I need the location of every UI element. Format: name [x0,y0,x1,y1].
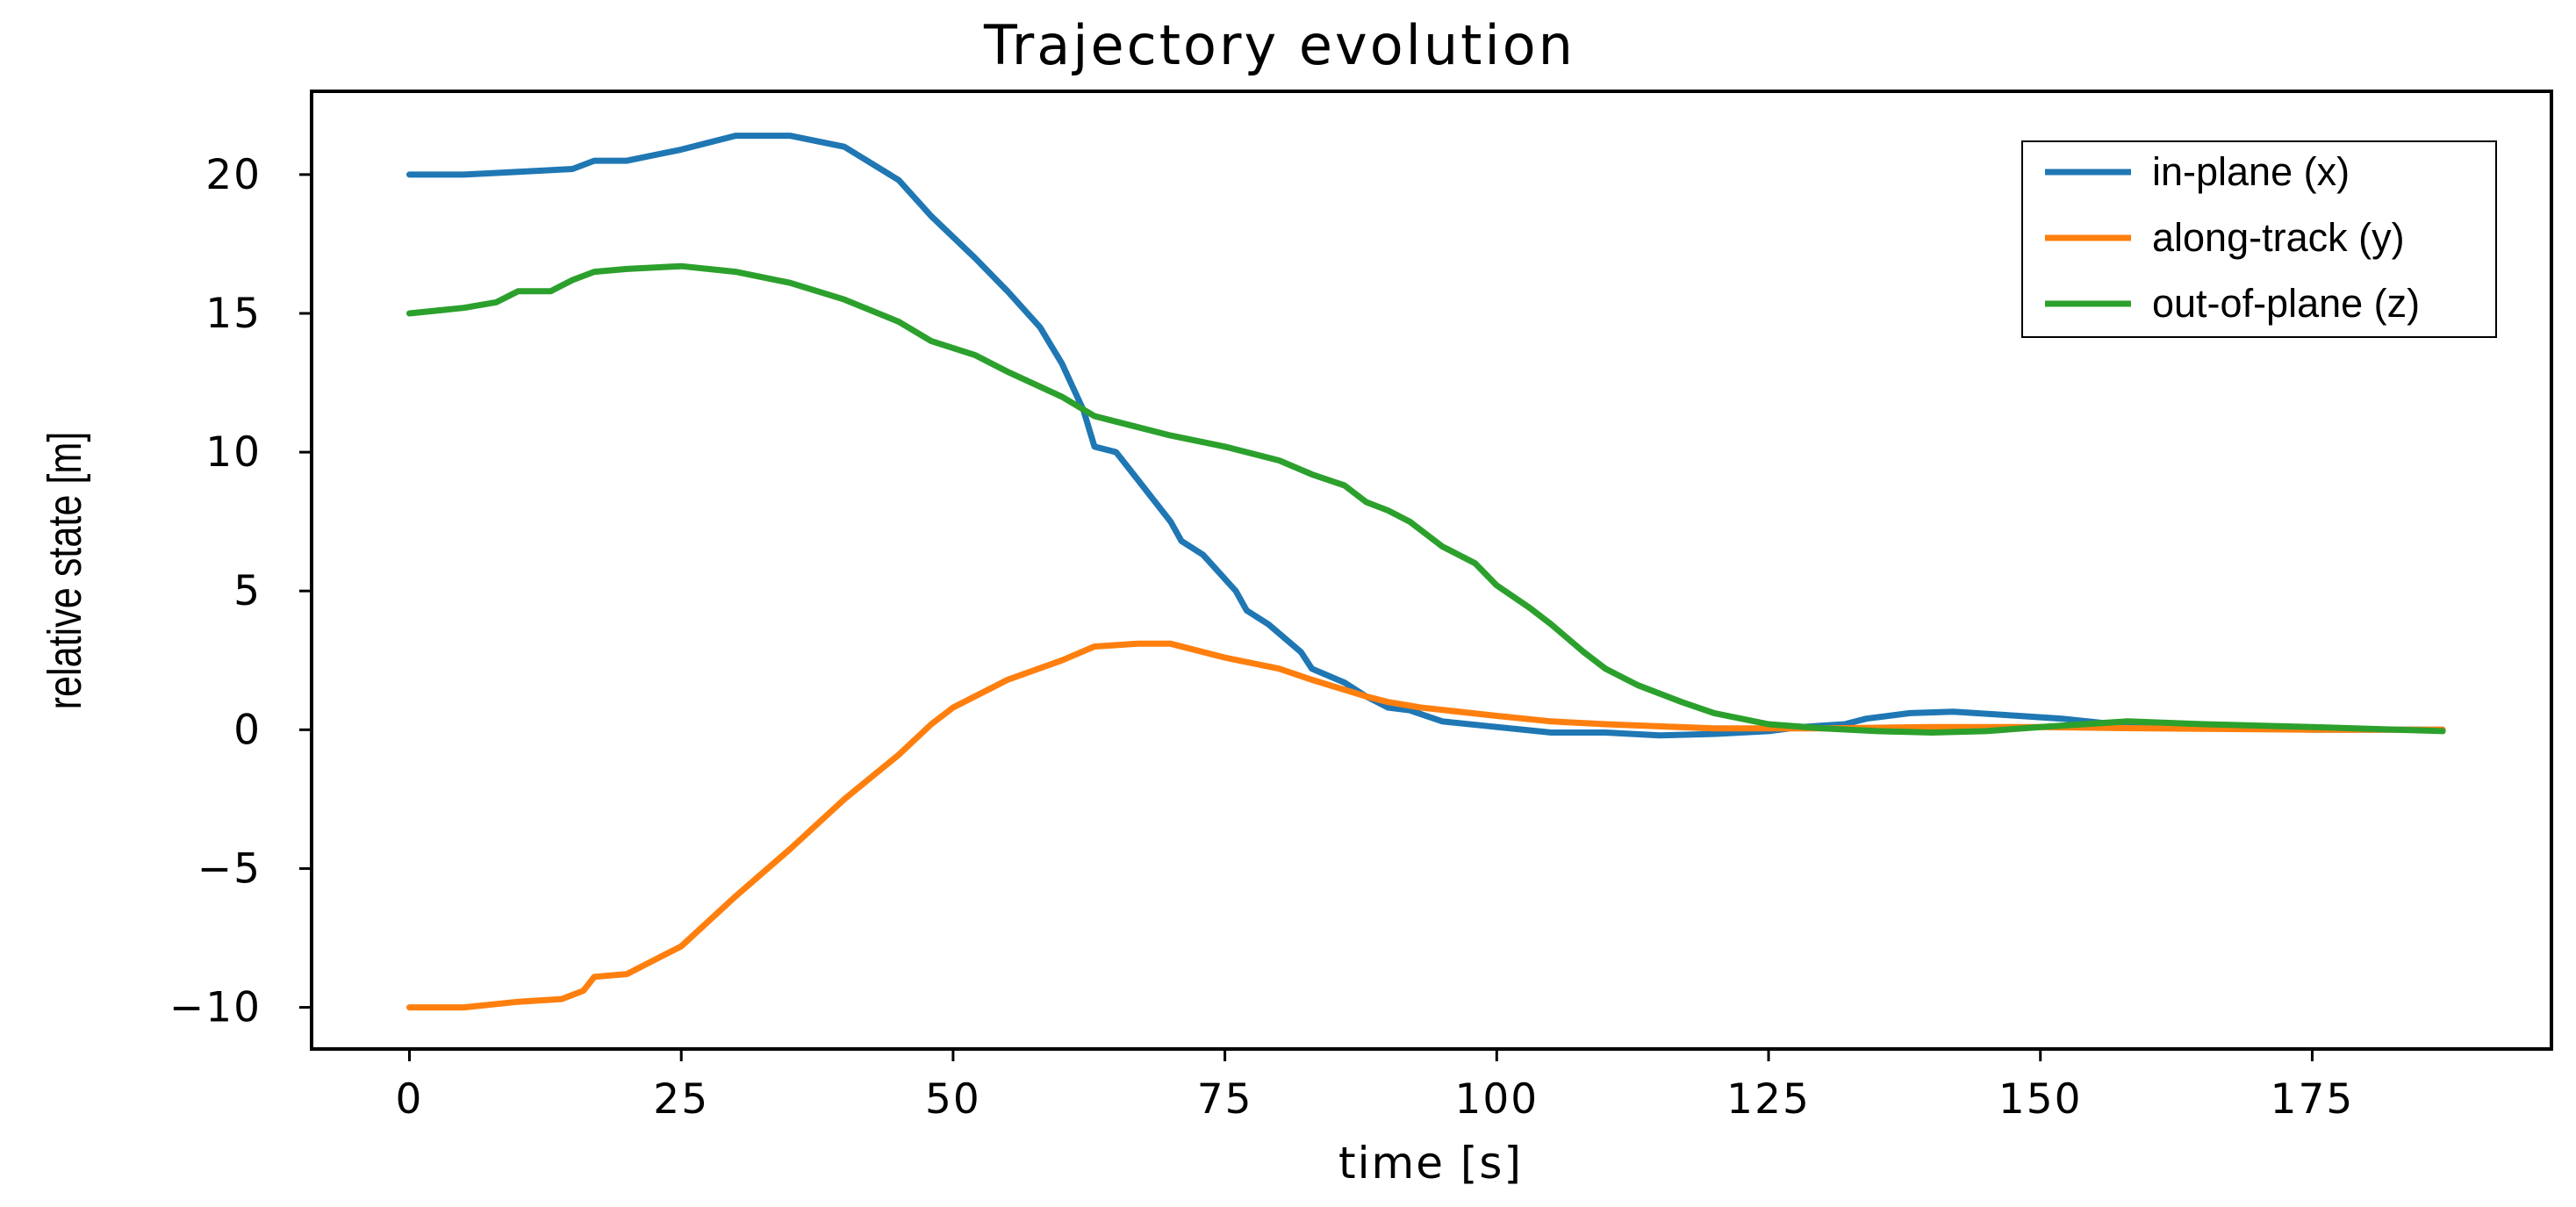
y-tick-label: 5 [233,567,262,615]
legend-label-1: along-track (y) [2152,215,2405,260]
y-tick-label: −5 [197,844,262,893]
x-tick-label: 25 [653,1075,709,1124]
y-axis-ticks: −10 −5 0 5 10 15 20 [169,151,312,1032]
x-axis-ticks: 0 25 50 75 100 125 150 175 [396,1049,2355,1124]
x-tick-label: 75 [1197,1075,1253,1124]
series-layer [406,133,2446,1011]
y-tick-label: −10 [169,984,262,1032]
x-tick-label: 175 [2271,1075,2355,1124]
x-tick-label: 125 [1726,1075,1811,1124]
chart-title: Trajectory evolution [983,13,1575,77]
y-tick-label: 10 [205,428,262,477]
x-tick-label: 150 [1998,1075,2083,1124]
series-line-2 [406,262,2446,736]
x-tick-label: 0 [396,1075,424,1124]
legend-label-2: out-of-plane (z) [2152,281,2420,326]
legend-entries: in-plane (x) along-track (y) out-of-plane … [2045,149,2420,326]
y-axis-label: relative state [m] [39,432,92,710]
y-tick-label: 15 [205,290,262,338]
y-tick-label: 0 [233,706,262,754]
y-tick-label: 20 [205,151,262,199]
x-tick-label: 100 [1454,1075,1539,1124]
legend-label-0: in-plane (x) [2152,149,2350,194]
series-line-0 [406,133,2446,739]
legend: in-plane (x) along-track (y) out-of-plane … [2021,140,2497,338]
plot-frame [310,90,2553,1051]
series-line-1 [406,640,2446,1011]
x-axis-label: time [s] [1338,1138,1523,1189]
x-tick-label: 50 [925,1075,981,1124]
